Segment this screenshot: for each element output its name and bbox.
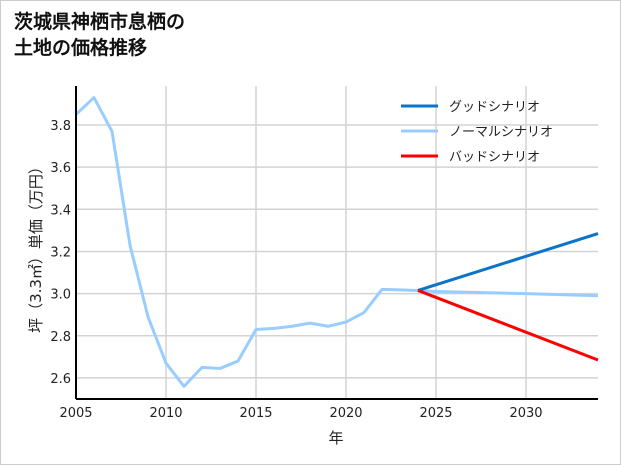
y-tick-label: 2.6 (50, 372, 71, 387)
y-tick-label: 3.0 (50, 288, 71, 303)
x-tick-label: 2020 (329, 406, 362, 421)
title-line-1: 茨城県神栖市息栖の (14, 11, 186, 33)
legend-label: バッドシナリオ (449, 150, 540, 165)
series-line-1 (74, 96, 599, 388)
x-tick-label: 2030 (509, 406, 542, 421)
series-line-2 (417, 289, 599, 362)
series-line-0 (417, 232, 599, 292)
legend-label: ノーマルシナリオ (449, 125, 553, 140)
y-tick-label: 3.6 (50, 161, 71, 176)
x-axis-label: 年 (328, 429, 343, 447)
x-tick-label: 2010 (149, 406, 182, 421)
y-tick-label: 2.8 (50, 330, 71, 345)
x-tick-label: 2005 (59, 406, 92, 421)
x-tick-label: 2025 (419, 406, 452, 421)
x-tick-label: 2015 (239, 406, 272, 421)
chart-title: 茨城県神栖市息栖の 土地の価格推移 (14, 9, 185, 61)
y-tick-label: 3.2 (50, 245, 71, 260)
legend-label: グッドシナリオ (449, 100, 540, 115)
y-tick-label: 3.8 (50, 119, 71, 134)
y-tick-label: 3.4 (50, 203, 71, 218)
y-axis-label: 坪（3.3㎡）単価（万円） (27, 159, 45, 333)
title-line-2: 土地の価格推移 (14, 37, 148, 59)
